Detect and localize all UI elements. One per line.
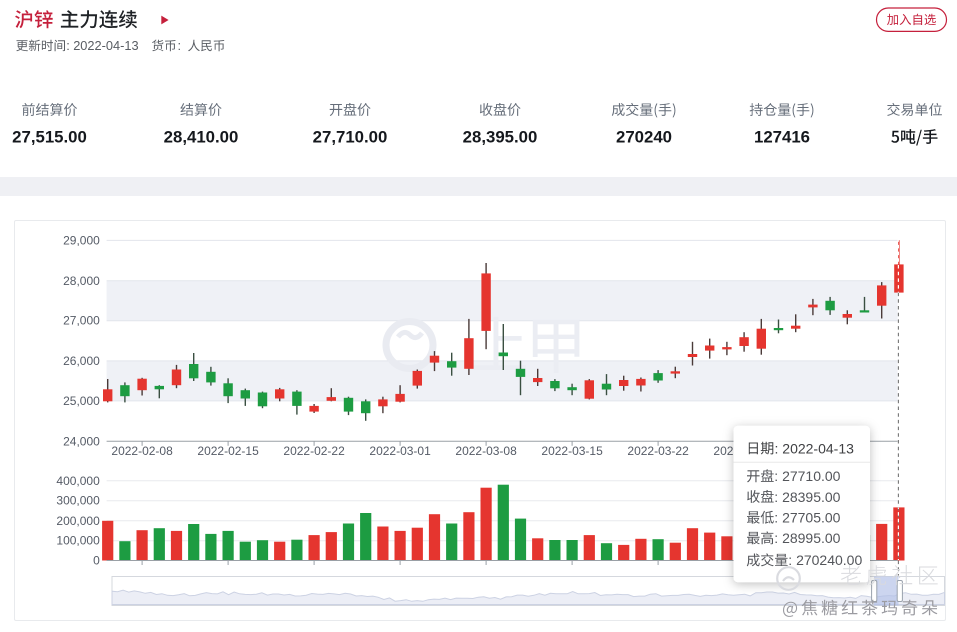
svg-text:: 28395.00: : 28395.00 — [774, 489, 840, 505]
svg-text:100,000: 100,000 — [56, 534, 100, 548]
svg-text:25,000: 25,000 — [63, 394, 100, 408]
svg-text:270240: 270240 — [616, 128, 672, 147]
svg-text:: 27710.00: : 27710.00 — [774, 468, 840, 484]
svg-text::: : — [66, 38, 70, 53]
svg-text:200,000: 200,000 — [56, 514, 100, 528]
svg-text:: 2022-04-13: : 2022-04-13 — [775, 440, 855, 456]
svg-text:2022-02-15: 2022-02-15 — [197, 444, 259, 458]
svg-text:27,710.00: 27,710.00 — [313, 128, 388, 147]
svg-text:28,000: 28,000 — [63, 274, 100, 288]
svg-text:2022-02-22: 2022-02-22 — [283, 444, 345, 458]
svg-text:28,410.00: 28,410.00 — [164, 128, 239, 147]
svg-text:400,000: 400,000 — [56, 474, 100, 488]
svg-text:: 27705.00: : 27705.00 — [774, 510, 840, 526]
svg-text:2022-03-15: 2022-03-15 — [541, 444, 603, 458]
svg-text:2022-03-22: 2022-03-22 — [627, 444, 689, 458]
svg-text:0: 0 — [93, 554, 100, 568]
svg-text:29,000: 29,000 — [63, 233, 100, 247]
svg-text:2022-04-13: 2022-04-13 — [73, 38, 138, 53]
svg-text:26,000: 26,000 — [63, 354, 100, 368]
svg-text:24,000: 24,000 — [63, 434, 100, 448]
svg-text:27,000: 27,000 — [63, 314, 100, 328]
svg-text:28,395.00: 28,395.00 — [463, 128, 538, 147]
svg-text:27,515.00: 27,515.00 — [12, 128, 87, 147]
svg-text::: : — [178, 38, 182, 53]
svg-text:: 28995.00: : 28995.00 — [774, 530, 840, 546]
svg-text:2022-02-08: 2022-02-08 — [111, 444, 173, 458]
svg-text:2022-03-08: 2022-03-08 — [455, 444, 517, 458]
svg-text:2022-03-01: 2022-03-01 — [369, 444, 431, 458]
svg-text:300,000: 300,000 — [56, 494, 100, 508]
svg-text:: 270240.00: : 270240.00 — [788, 552, 862, 568]
svg-text:127416: 127416 — [754, 128, 810, 147]
